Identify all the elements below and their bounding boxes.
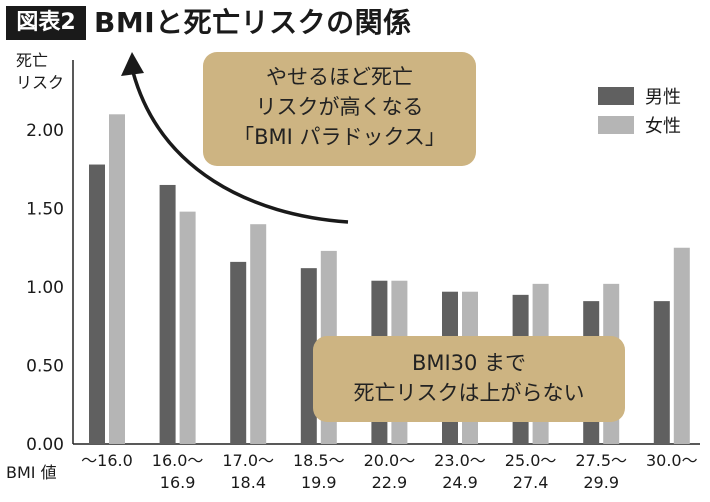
x-axis-label: BMI 値 xyxy=(6,463,57,482)
x-tick-label: 25.0〜 xyxy=(505,451,557,470)
callout-no-risk-increase: BMI30 まで死亡リスクは上がらない xyxy=(313,336,625,422)
x-tick-label: 22.9 xyxy=(372,473,408,492)
legend-swatch-male xyxy=(598,87,634,105)
y-tick-label: 0.00 xyxy=(26,435,64,455)
trend-arrow-head xyxy=(121,52,144,76)
x-tick-label: 20.0〜 xyxy=(364,451,416,470)
legend-swatch-female xyxy=(598,116,634,134)
chart-title: BMIと死亡リスクの関係 xyxy=(94,6,412,39)
x-tick-label: 18.4 xyxy=(230,473,266,492)
figure-label: 図表2 xyxy=(16,10,76,35)
x-tick-label: 18.5〜 xyxy=(293,451,345,470)
callout-text-line: やせるほど死亡 xyxy=(266,65,413,89)
y-tick-label: 0.50 xyxy=(26,357,64,377)
callout-text-line: 死亡リスクは上がらない xyxy=(353,381,585,405)
bar-female xyxy=(673,247,690,444)
y-axis-label: 死亡 リスク xyxy=(16,50,76,94)
y-tick-label: 1.00 xyxy=(26,278,64,298)
x-tick-label: 〜16.0 xyxy=(81,451,133,470)
x-tick-label: 30.0〜 xyxy=(646,451,698,470)
bar-female xyxy=(250,224,267,444)
callout-text-line: BMI30 まで xyxy=(411,351,527,375)
x-tick-label: 27.4 xyxy=(513,473,549,492)
x-tick-label: 24.9 xyxy=(442,473,478,492)
legend-label: 男性 xyxy=(645,87,681,108)
bar-male xyxy=(653,301,670,444)
bar-male xyxy=(230,261,247,444)
figure-label-badge: 図表2 xyxy=(6,6,86,40)
legend-label: 女性 xyxy=(645,116,681,137)
y-axis-label-line: リスク xyxy=(16,73,65,92)
callout-text-line: 「BMI パラドックス」 xyxy=(233,125,446,149)
y-axis-label-line: 死亡 xyxy=(16,51,49,70)
callout-text-line: リスクが高くなる xyxy=(255,95,424,119)
x-tick-label: 23.0〜 xyxy=(434,451,486,470)
bar-male xyxy=(300,268,317,444)
x-tick-label: 19.9 xyxy=(301,473,337,492)
callout-bmi-paradox: やせるほど死亡 リスクが高くなる 「BMI パラドックス」 xyxy=(203,52,476,166)
bar-male xyxy=(159,184,176,444)
x-tick-label: 16.9 xyxy=(160,473,196,492)
x-tick-label: 29.9 xyxy=(583,473,619,492)
bar-female xyxy=(109,114,125,445)
x-tick-label: 17.0〜 xyxy=(222,451,274,470)
x-tick-label: 16.0〜 xyxy=(152,451,204,470)
x-tick-label: 27.5〜 xyxy=(575,451,627,470)
trend-arrow-curve xyxy=(131,71,349,224)
y-tick-label: 1.50 xyxy=(26,200,64,220)
bar-male xyxy=(89,164,105,445)
y-tick-label: 2.00 xyxy=(26,121,64,141)
bar-female xyxy=(179,211,196,444)
